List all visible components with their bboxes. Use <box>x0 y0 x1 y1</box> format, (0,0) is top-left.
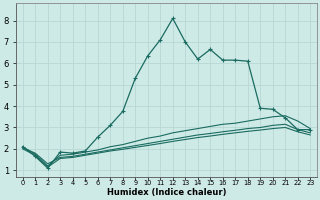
X-axis label: Humidex (Indice chaleur): Humidex (Indice chaleur) <box>107 188 226 197</box>
